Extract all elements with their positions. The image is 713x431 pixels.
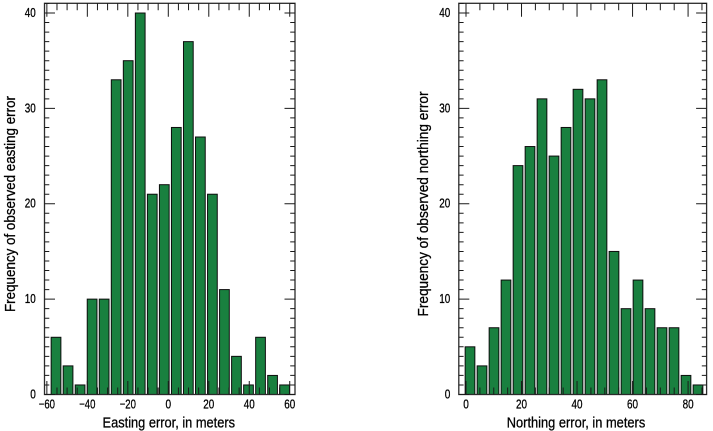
svg-text:Frequency of observed easting: Frequency of observed easting error [3,96,19,312]
svg-text:−60: −60 [39,397,55,412]
svg-text:10: 10 [25,291,36,306]
svg-text:0: 0 [463,397,469,412]
svg-text:Easting error, in meters: Easting error, in meters [103,414,236,431]
svg-text:20: 20 [439,196,450,211]
svg-text:−20: −20 [120,397,136,412]
svg-text:Northing error, in meters: Northing error, in meters [507,414,646,431]
svg-text:80: 80 [683,397,694,412]
svg-text:−40: −40 [79,397,95,412]
svg-text:60: 60 [284,397,295,412]
svg-text:0: 0 [445,386,451,401]
svg-text:10: 10 [439,291,450,306]
svg-text:40: 40 [439,5,450,20]
svg-text:Frequency of observed northing: Frequency of observed northing error [416,91,432,316]
svg-text:0: 0 [30,386,36,401]
svg-text:60: 60 [627,397,638,412]
svg-text:40: 40 [244,397,255,412]
svg-text:20: 20 [203,397,214,412]
svg-text:20: 20 [25,196,36,211]
svg-text:40: 40 [572,397,583,412]
svg-text:30: 30 [25,100,36,115]
svg-text:0: 0 [166,397,172,412]
svg-text:20: 20 [516,397,527,412]
svg-text:30: 30 [439,100,450,115]
svg-text:40: 40 [25,5,36,20]
